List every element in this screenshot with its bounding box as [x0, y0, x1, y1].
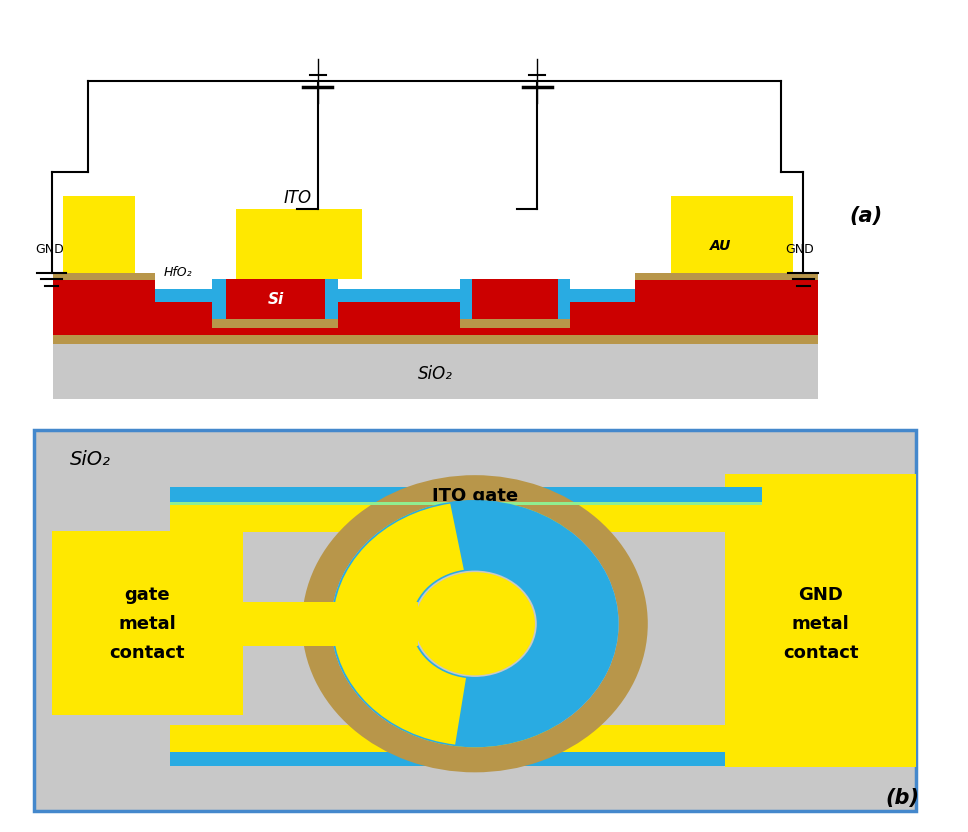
Bar	[155, 289, 716, 302]
Text: Si: Si	[268, 291, 285, 306]
Text: SiO₂: SiO₂	[418, 364, 453, 383]
Circle shape	[415, 572, 535, 676]
Bar	[170, 502, 762, 505]
Bar	[226, 279, 325, 319]
Bar	[170, 752, 725, 766]
Bar	[338, 289, 395, 302]
Bar	[672, 196, 794, 273]
Bar	[212, 319, 338, 329]
Bar	[212, 279, 338, 319]
Bar	[170, 503, 762, 532]
Bar	[460, 319, 570, 329]
Bar	[53, 344, 818, 399]
Bar	[170, 487, 762, 504]
Text: GND: GND	[36, 243, 64, 255]
Bar	[52, 532, 243, 716]
Bar	[53, 302, 818, 335]
Text: HfO₂: HfO₂	[164, 266, 192, 280]
Text: GND
metal
contact: GND metal contact	[783, 586, 859, 662]
Wedge shape	[331, 500, 619, 747]
Bar	[236, 209, 362, 279]
Bar	[395, 289, 460, 302]
Bar	[63, 196, 135, 273]
Bar	[53, 335, 818, 344]
Text: ITO: ITO	[284, 189, 312, 207]
Bar	[460, 279, 570, 319]
Text: AU: AU	[710, 239, 731, 253]
Bar	[53, 280, 155, 335]
Text: (a): (a)	[850, 206, 883, 226]
Text: gate
metal
contact: gate metal contact	[109, 586, 185, 662]
Bar	[725, 473, 916, 767]
Bar	[635, 273, 818, 280]
Bar	[472, 279, 558, 319]
Wedge shape	[302, 475, 648, 772]
Bar	[170, 726, 725, 753]
Bar	[155, 289, 212, 302]
Wedge shape	[333, 503, 466, 745]
Text: GND: GND	[785, 243, 814, 255]
Bar	[635, 280, 818, 335]
Bar	[243, 602, 417, 646]
Text: SiO₂: SiO₂	[70, 450, 111, 469]
Bar	[570, 289, 635, 302]
Text: ITO gate: ITO gate	[432, 488, 518, 505]
Bar	[53, 273, 155, 280]
Text: (b): (b)	[886, 788, 920, 808]
